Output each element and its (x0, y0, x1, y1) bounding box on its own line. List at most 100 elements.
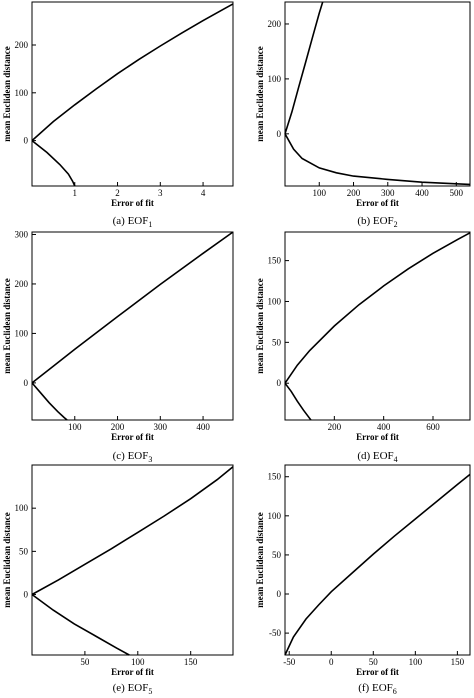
y-axis-label: mean Euclidean distance (255, 46, 265, 142)
y-tick-label: 50 (272, 337, 282, 347)
caption-subscript: 4 (394, 455, 398, 464)
caption-text: (c) EOF (113, 450, 149, 462)
x-tick-label: 500 (450, 188, 464, 198)
caption-subscript: 5 (148, 687, 152, 696)
y-tick-label: 200 (15, 40, 29, 50)
series-line-1 (284, 232, 471, 384)
x-tick-label: 150 (451, 657, 465, 667)
series-line-1 (284, 473, 471, 656)
x-tick-label: 200 (111, 422, 125, 432)
series-line-1 (31, 231, 234, 384)
y-tick-label: -50 (269, 628, 281, 638)
x-axis-label: Error of fit (356, 198, 399, 208)
series-line-2 (31, 382, 68, 421)
x-tick-label: 100 (313, 188, 327, 198)
y-tick-label: 0 (277, 589, 282, 599)
y-tick-label: 150 (268, 472, 282, 482)
y-tick-label: 0 (277, 129, 282, 139)
caption-subscript: 1 (148, 220, 152, 229)
x-tick-label: 600 (426, 422, 440, 432)
panel-caption: (f) EOF6 (358, 682, 397, 696)
panel-caption: (a) EOF1 (113, 215, 153, 229)
caption-text: (b) EOF (357, 215, 393, 227)
x-tick-label: 200 (328, 422, 342, 432)
chart-panel-4: 200 400 600 0 50 100 150 Error of fit mean Eucli… (255, 231, 471, 464)
plot-frame (31, 231, 234, 421)
y-axis-label: mean Euclidean distance (2, 278, 12, 374)
y-axis-label: mean Euclidean distance (255, 512, 265, 608)
x-tick-label: 100 (131, 657, 145, 667)
y-tick-label: 100 (268, 74, 282, 84)
y-tick-label: 300 (15, 229, 29, 239)
caption-subscript: 2 (394, 220, 398, 229)
x-axis-label: Error of fit (111, 667, 154, 677)
x-axis-label: Error of fit (111, 432, 154, 442)
y-tick-label: 100 (15, 503, 29, 513)
x-tick-label: 400 (415, 188, 429, 198)
panel-caption: (e) EOF5 (113, 682, 153, 696)
x-tick-label: 0 (329, 657, 334, 667)
x-tick-label: 2 (115, 188, 120, 198)
y-axis-label: mean Euclidean distance (2, 512, 12, 608)
y-tick-label: 100 (15, 88, 29, 98)
plot-frame (31, 1, 234, 187)
x-tick-label: 50 (369, 657, 379, 667)
y-tick-label: 0 (24, 378, 29, 388)
x-tick-label: 400 (196, 422, 210, 432)
series-line-1 (31, 466, 234, 596)
x-tick-label: 1 (73, 188, 78, 198)
caption-text: (d) EOF (357, 450, 393, 462)
caption-subscript: 6 (393, 687, 397, 696)
y-tick-label: 200 (268, 19, 282, 29)
y-tick-label: 100 (15, 328, 29, 338)
panel-caption: (d) EOF4 (357, 450, 397, 464)
plot-frame (31, 464, 234, 656)
x-tick-label: 3 (158, 188, 163, 198)
x-tick-label: 100 (68, 422, 82, 432)
x-tick-label: -50 (283, 657, 295, 667)
x-tick-label: 200 (347, 188, 361, 198)
x-tick-label: 400 (377, 422, 391, 432)
series-line-2 (284, 382, 312, 421)
x-tick-label: 300 (381, 188, 395, 198)
y-tick-label: 200 (15, 279, 29, 289)
x-tick-label: 50 (80, 657, 90, 667)
plot-frame (284, 464, 471, 656)
plot-frame (284, 1, 471, 187)
series-line-2 (31, 593, 130, 656)
caption-text: (e) EOF (113, 682, 149, 694)
y-axis-label: mean Euclidean distance (255, 278, 265, 374)
series-line-2 (284, 133, 471, 186)
x-tick-label: 100 (409, 657, 423, 667)
panel-caption: (b) EOF2 (357, 215, 397, 229)
y-tick-label: 0 (24, 136, 29, 146)
y-tick-label: 50 (272, 550, 282, 560)
y-tick-label: 0 (24, 590, 29, 600)
chart-panel-6: -50 0 50 100 150 -50 0 50 100 150 Error of fit mean… (255, 464, 471, 696)
y-tick-label: 100 (268, 296, 282, 306)
series-line-1 (284, 1, 324, 135)
x-axis-label: Error of fit (356, 667, 399, 677)
x-axis-label: Error of fit (111, 198, 154, 208)
y-axis-label: mean Euclidean distance (2, 46, 12, 142)
y-tick-label: 0 (277, 378, 282, 388)
caption-text: (f) EOF (358, 682, 393, 694)
y-tick-label: 50 (19, 546, 29, 556)
chart-panel-1: 1 2 3 4 0 100 200 Error of fit mean Euclidean di… (2, 1, 234, 229)
y-tick-label: 150 (268, 256, 282, 266)
panel-caption: (c) EOF3 (113, 450, 153, 464)
x-tick-label: 4 (201, 188, 206, 198)
series-line-2 (31, 139, 76, 187)
x-tick-label: 150 (184, 657, 198, 667)
y-tick-label: 100 (268, 511, 282, 521)
plot-frame (284, 231, 471, 421)
x-tick-label: 300 (154, 422, 168, 432)
caption-subscript: 3 (148, 455, 152, 464)
caption-text: (a) EOF (113, 215, 149, 227)
series-line-1 (31, 3, 234, 142)
